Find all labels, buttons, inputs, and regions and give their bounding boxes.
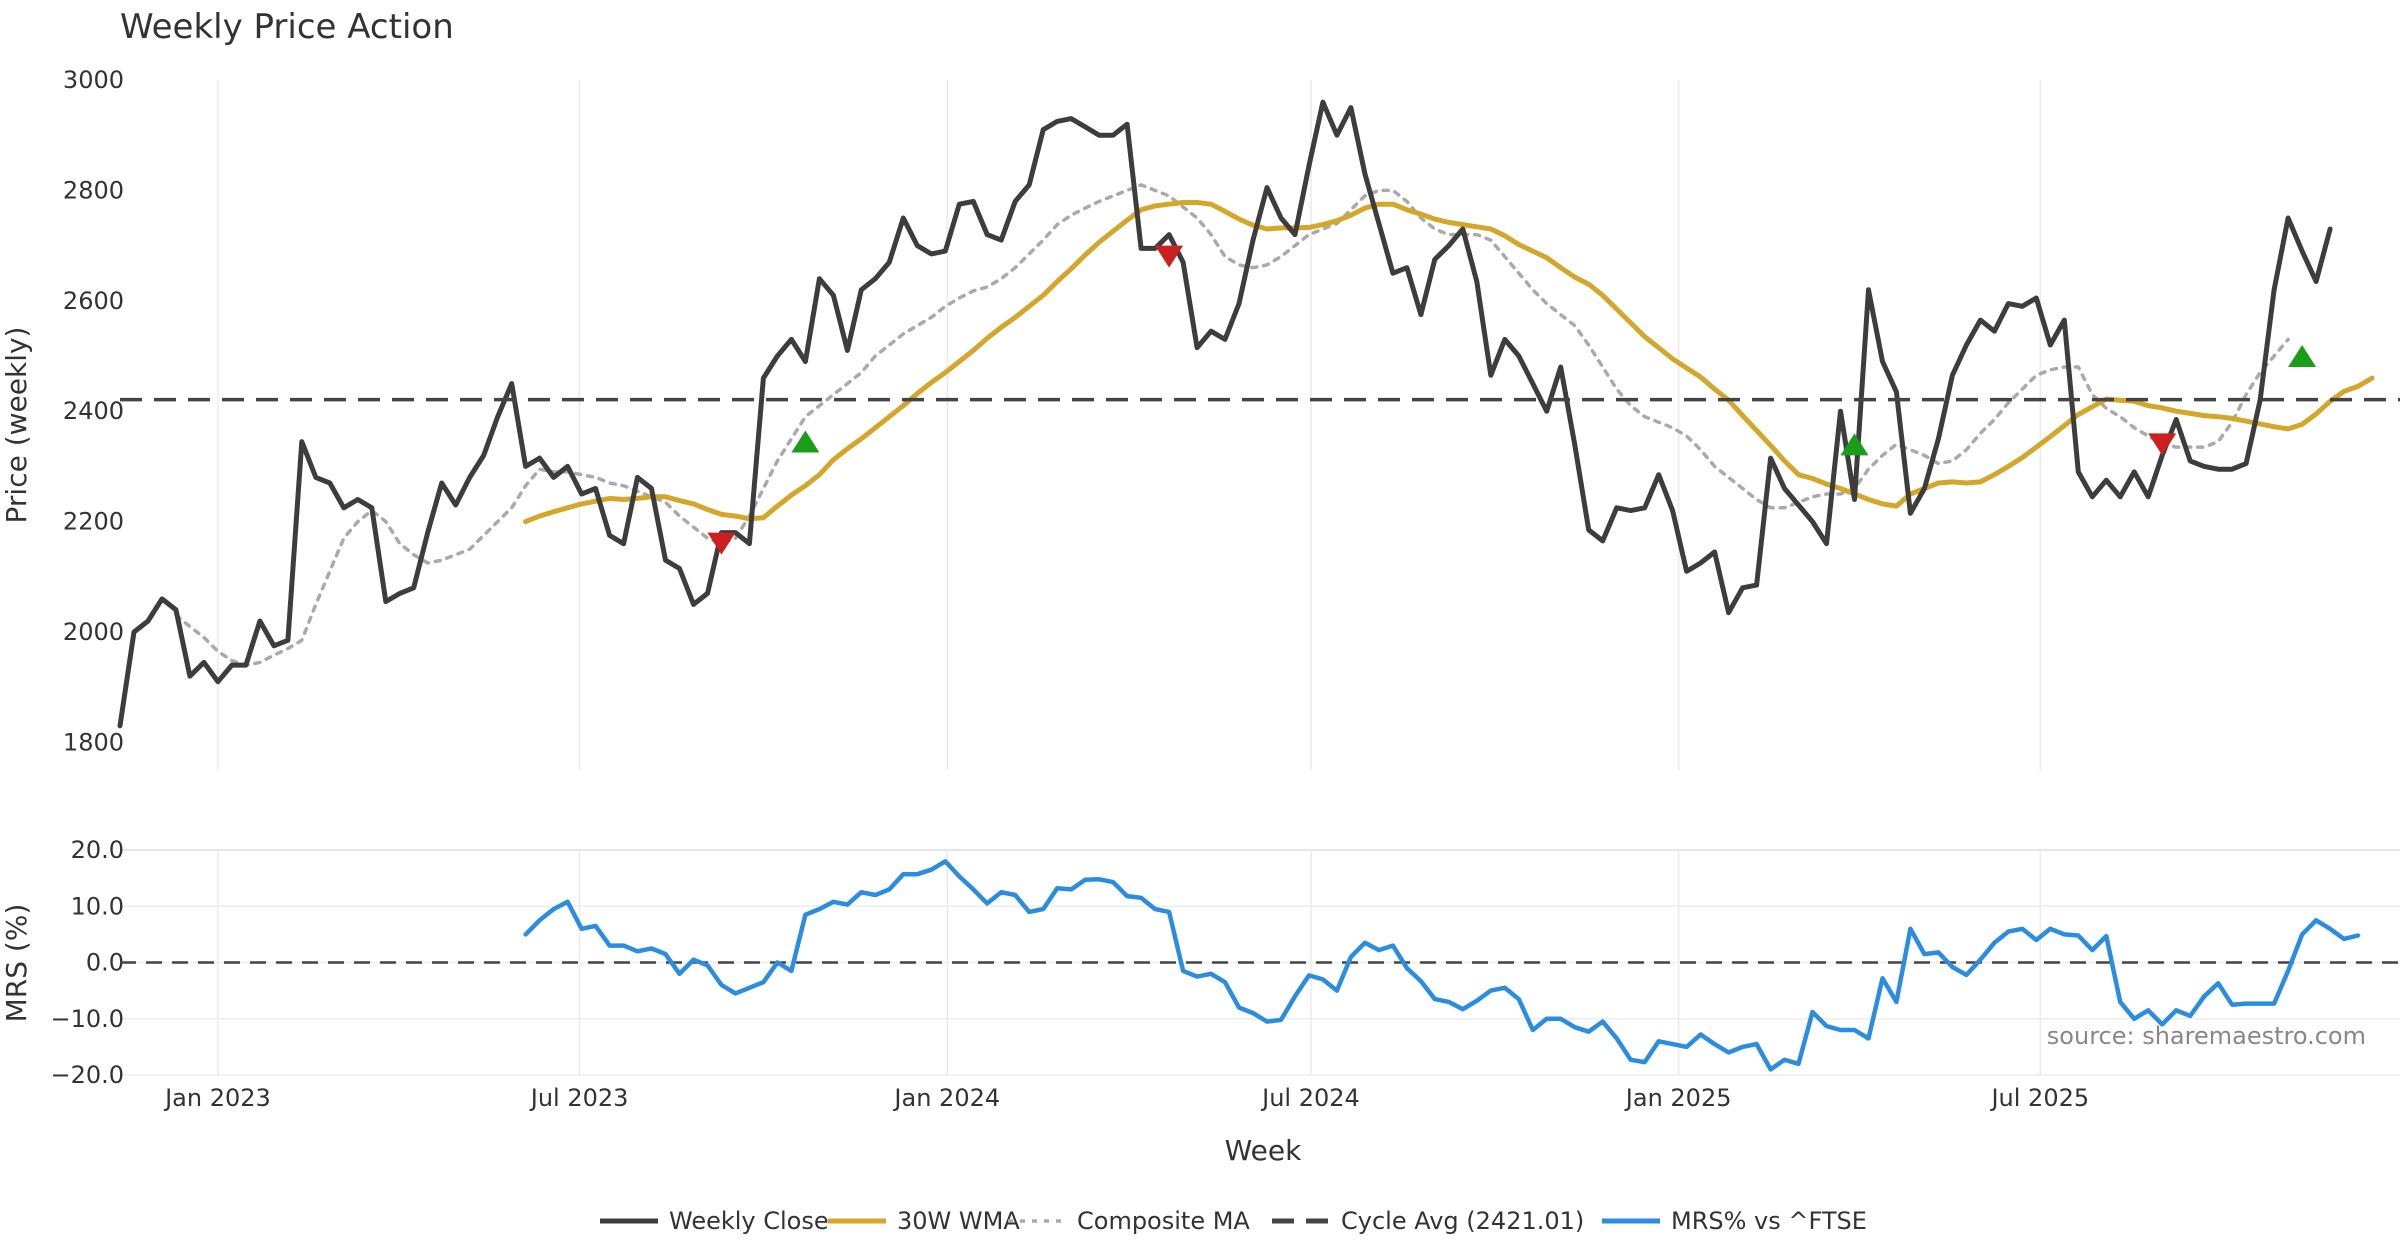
buy-signal-marker <box>2288 345 2317 367</box>
series-30w-wma <box>523 200 2375 525</box>
legend-label: MRS% vs ^FTSE <box>1671 1207 1867 1235</box>
x-tick-label: Jan 2023 <box>163 1084 271 1112</box>
buy-signal-marker <box>791 430 820 453</box>
x-tick-label: Jul 2024 <box>1260 1084 1360 1112</box>
price-ylabel: Price (weekly) <box>0 327 33 524</box>
x-tick-label: Jul 2025 <box>1989 1084 2089 1112</box>
price-y-tick-label: 2200 <box>63 508 124 536</box>
legend-label: Weekly Close <box>669 1207 829 1235</box>
mrs-y-tick-label: 0.0 <box>86 949 124 977</box>
x-axis-label: Week <box>1225 1134 1302 1167</box>
sell-signal-marker <box>707 532 736 555</box>
price-y-tick-label: 2800 <box>63 176 124 204</box>
mrs-y-tick-label: −20.0 <box>50 1061 124 1089</box>
price-y-tick-label: 2400 <box>63 397 124 425</box>
legend: Weekly Close 30W WMA Composite MA Cycle Avg… <box>600 1207 1867 1235</box>
x-tick-label: Jan 2024 <box>892 1084 1000 1112</box>
legend-item: 30W WMA <box>828 1207 1020 1235</box>
x-tick-label: Jul 2023 <box>529 1084 629 1112</box>
price-panel: 1800 2000 2200 2400 2600 2800 3000 Price (week… <box>0 66 2400 770</box>
mrs-y-tick-label: 10.0 <box>71 892 124 920</box>
sell-signal-marker <box>1155 245 1184 268</box>
sell-signal-marker <box>2148 433 2177 456</box>
price-y-tick-label: 2600 <box>63 287 124 315</box>
chart-title: Weekly Price Action <box>120 7 454 47</box>
legend-item: MRS% vs ^FTSE <box>1602 1207 1867 1235</box>
legend-label: Composite MA <box>1077 1207 1250 1235</box>
series-mrs-vs-ftse <box>523 859 2361 1072</box>
legend-item: Weekly Close <box>600 1207 829 1235</box>
mrs-panel: 20.0 10.0 0.0 −10.0 −20.0 MRS (%) source: sh… <box>0 836 2400 1089</box>
series-weekly-close <box>117 99 2333 729</box>
legend-item: Cycle Avg (2421.01) <box>1272 1207 1584 1235</box>
price-y-tick-label: 2000 <box>63 618 124 646</box>
legend-label: 30W WMA <box>897 1207 1020 1235</box>
source-label: source: sharemaestro.com <box>2047 1022 2366 1050</box>
mrs-y-tick-label: 20.0 <box>71 836 124 864</box>
series-composite-ma <box>174 183 2290 667</box>
price-y-tick-label: 3000 <box>63 66 124 94</box>
x-tick-label: Jan 2025 <box>1624 1084 1732 1112</box>
mrs-y-tick-label: −10.0 <box>50 1005 124 1033</box>
price-y-tick-label: 1800 <box>63 728 124 756</box>
buy-signal-marker <box>1840 433 1869 456</box>
legend-label: Cycle Avg (2421.01) <box>1341 1207 1584 1235</box>
legend-item: Composite MA <box>1008 1207 1250 1235</box>
mrs-ylabel: MRS (%) <box>0 904 33 1023</box>
